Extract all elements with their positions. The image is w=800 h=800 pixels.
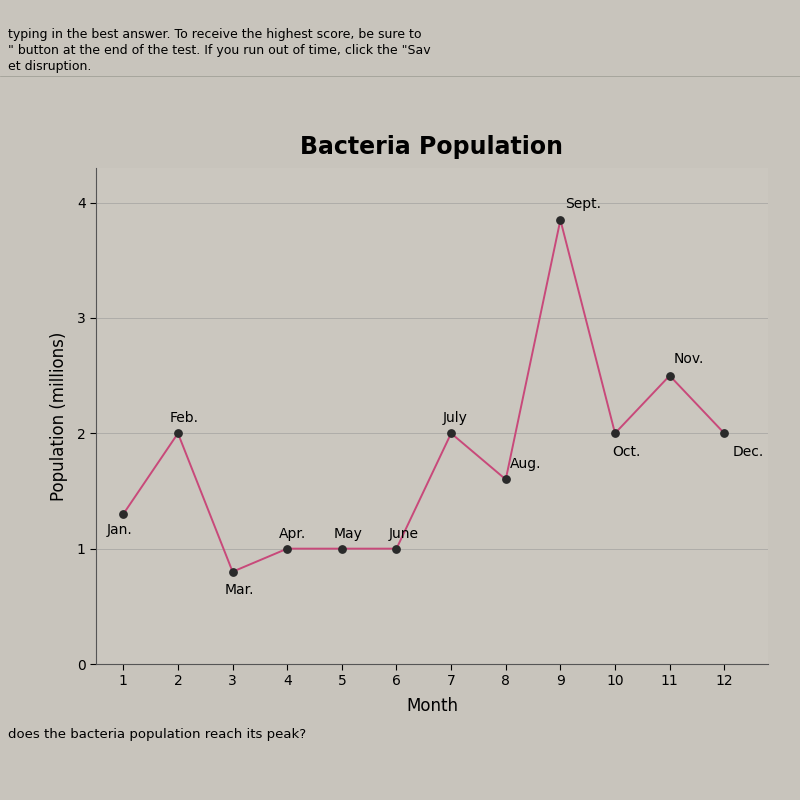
Point [499, 473, 512, 486]
Text: Mar.: Mar. [224, 583, 254, 597]
Text: Feb.: Feb. [170, 411, 198, 426]
Point [281, 542, 294, 555]
Point [390, 542, 403, 555]
Text: typing in the best answer. To receive the highest score, be sure to: typing in the best answer. To receive th… [8, 28, 422, 41]
Point [335, 542, 348, 555]
Text: Sept.: Sept. [565, 197, 601, 210]
Text: Nov.: Nov. [674, 353, 705, 366]
Y-axis label: Population (millions): Population (millions) [50, 331, 68, 501]
X-axis label: Month: Month [406, 697, 458, 714]
Text: Oct.: Oct. [612, 445, 641, 458]
Title: Bacteria Population: Bacteria Population [301, 135, 563, 159]
Text: Jan.: Jan. [107, 523, 133, 537]
Text: June: June [388, 526, 418, 541]
Text: May: May [334, 526, 362, 541]
Text: Aug.: Aug. [510, 458, 542, 471]
Point [663, 370, 676, 382]
Point [117, 508, 130, 521]
Text: Dec.: Dec. [733, 445, 764, 458]
Text: et disruption.: et disruption. [8, 60, 91, 73]
Text: " button at the end of the test. If you run out of time, click the "Sav: " button at the end of the test. If you … [8, 44, 430, 57]
Point [171, 427, 184, 440]
Point [609, 427, 622, 440]
Text: does the bacteria population reach its peak?: does the bacteria population reach its p… [8, 728, 306, 741]
Text: Apr.: Apr. [279, 526, 306, 541]
Point [226, 566, 239, 578]
Point [554, 214, 566, 226]
Point [445, 427, 458, 440]
Point [718, 427, 730, 440]
Text: July: July [443, 411, 468, 426]
